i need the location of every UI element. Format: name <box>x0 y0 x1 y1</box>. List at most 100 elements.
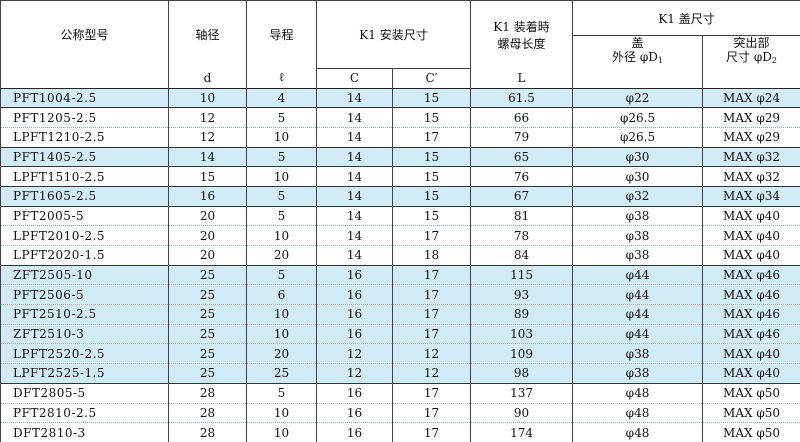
cell-nut-length: 174 <box>471 423 573 442</box>
cell-c-prime: 15 <box>393 108 471 128</box>
cell-c-prime: 15 <box>393 88 471 108</box>
header-k1-mount: K1 安装尺寸 <box>317 1 471 69</box>
cell-cover-od: φ38 <box>573 206 703 226</box>
cell-c: 14 <box>317 108 393 128</box>
cell-lead: 10 <box>247 127 317 147</box>
cell-model: LPFT2520-2.5 <box>1 344 169 364</box>
cell-c-prime: 15 <box>393 167 471 187</box>
cell-c: 14 <box>317 206 393 226</box>
cell-c-prime: 17 <box>393 403 471 423</box>
cell-cover-od: φ48 <box>573 383 703 403</box>
cell-protrusion: MAX φ46 <box>703 324 800 344</box>
cell-nut-length: 89 <box>471 305 573 325</box>
cell-c: 14 <box>317 226 393 246</box>
cell-c: 16 <box>317 423 393 442</box>
unit-d1 <box>573 68 703 88</box>
cell-shaft-diameter: 25 <box>169 285 247 305</box>
cell-lead: 4 <box>247 88 317 108</box>
cell-protrusion: MAX φ29 <box>703 127 800 147</box>
cell-protrusion: MAX φ40 <box>703 344 800 364</box>
cell-model: PFT2810-2.5 <box>1 403 169 423</box>
cell-nut-length: 67 <box>471 186 573 206</box>
cell-lead: 10 <box>247 423 317 442</box>
cell-model: PFT2005-5 <box>1 206 169 226</box>
cell-c-prime: 17 <box>393 285 471 305</box>
cell-c: 16 <box>317 383 393 403</box>
cell-c-prime: 15 <box>393 186 471 206</box>
cell-shaft-diameter: 12 <box>169 108 247 128</box>
cell-c-prime: 17 <box>393 305 471 325</box>
cell-cover-od: φ32 <box>573 186 703 206</box>
cell-shaft-diameter: 25 <box>169 305 247 325</box>
cell-nut-length: 66 <box>471 108 573 128</box>
cell-lead: 20 <box>247 344 317 364</box>
cell-lead: 10 <box>247 226 317 246</box>
unit-d: d <box>169 68 247 88</box>
header-protrude-line2: 尺寸 φD <box>726 50 772 64</box>
cell-shaft-diameter: 20 <box>169 206 247 226</box>
cell-cover-od: φ22 <box>573 88 703 108</box>
cell-model: PFT2510-2.5 <box>1 305 169 325</box>
cell-c: 14 <box>317 246 393 266</box>
cell-lead: 5 <box>247 147 317 167</box>
cell-cover-od: φ30 <box>573 147 703 167</box>
cell-shaft-diameter: 16 <box>169 186 247 206</box>
unit-l: ℓ <box>247 68 317 88</box>
cell-shaft-diameter: 20 <box>169 226 247 246</box>
cell-c-prime: 17 <box>393 324 471 344</box>
cell-lead: 10 <box>247 324 317 344</box>
cell-model: PFT1004-2.5 <box>1 88 169 108</box>
cell-protrusion: MAX φ32 <box>703 147 800 167</box>
cell-nut-length: 65 <box>471 147 573 167</box>
cell-shaft-diameter: 10 <box>169 88 247 108</box>
header-model: 公称型号 <box>1 1 169 69</box>
cell-shaft-diameter: 25 <box>169 344 247 364</box>
cell-protrusion: MAX φ32 <box>703 167 800 187</box>
cell-cover-od: φ48 <box>573 423 703 442</box>
cell-protrusion: MAX φ50 <box>703 403 800 423</box>
cell-shaft-diameter: 15 <box>169 167 247 187</box>
cell-lead: 5 <box>247 265 317 285</box>
header-k1-nut-length-line2: 螺母长度 <box>471 35 572 52</box>
cell-model: DFT2810-3 <box>1 423 169 442</box>
cell-c-prime: 12 <box>393 364 471 384</box>
cell-c: 16 <box>317 265 393 285</box>
cell-nut-length: 78 <box>471 226 573 246</box>
cell-cover-od: φ44 <box>573 265 703 285</box>
header-protrusion-size: 突出部 尺寸 φD2 <box>703 36 800 69</box>
cell-shaft-diameter: 25 <box>169 265 247 285</box>
cell-shaft-diameter: 20 <box>169 246 247 266</box>
unit-d2 <box>703 68 800 88</box>
cell-protrusion: MAX φ24 <box>703 88 800 108</box>
cell-c-prime: 17 <box>393 383 471 403</box>
cell-model: PFT1405-2.5 <box>1 147 169 167</box>
cell-shaft-diameter: 25 <box>169 324 247 344</box>
cell-nut-length: 84 <box>471 246 573 266</box>
cell-model: LPFT1210-2.5 <box>1 127 169 147</box>
cell-nut-length: 98 <box>471 364 573 384</box>
cell-model: ZFT2510-3 <box>1 324 169 344</box>
cell-shaft-diameter: 12 <box>169 127 247 147</box>
cell-cover-od: φ26.5 <box>573 108 703 128</box>
unit-model <box>1 68 169 88</box>
cell-c-prime: 12 <box>393 344 471 364</box>
cell-c: 14 <box>317 147 393 167</box>
header-protrude-subscript: 2 <box>772 56 777 65</box>
cell-c: 12 <box>317 364 393 384</box>
cell-cover-od: φ30 <box>573 167 703 187</box>
header-cover-od-line2: 外径 φD <box>612 50 658 64</box>
cell-c: 14 <box>317 88 393 108</box>
cell-shaft-diameter: 28 <box>169 423 247 442</box>
